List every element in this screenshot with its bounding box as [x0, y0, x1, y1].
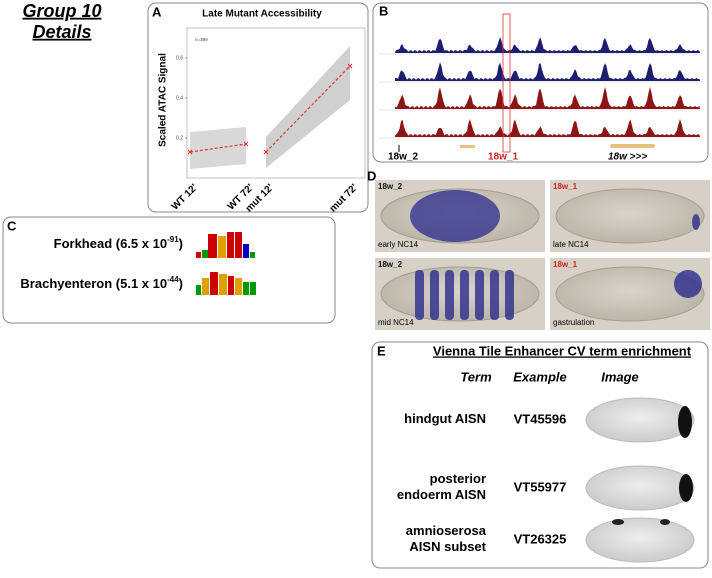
embryo — [555, 266, 705, 322]
motif-exponent: -44 — [167, 275, 179, 284]
stain — [505, 270, 514, 320]
enhancer-label: 18w_1 — [553, 182, 578, 191]
y-axis-label: Scaled ATAC Signal — [158, 53, 169, 147]
stain — [410, 190, 500, 242]
vt-stain — [660, 519, 670, 525]
signal-track — [395, 119, 700, 137]
column-header: Image — [601, 369, 639, 384]
annotation: n=399 — [195, 37, 208, 42]
term: amnioserosa AISN subset — [406, 523, 487, 554]
y-tick-label: 0.4 — [176, 95, 183, 101]
panel-label: A — [152, 4, 162, 19]
example-id: VT55977 — [514, 479, 567, 494]
stain — [415, 270, 424, 320]
motif-name: Forkhead (6.5 x 10 — [54, 236, 167, 251]
gene — [460, 145, 475, 148]
region-label: 18w_1 — [488, 152, 518, 163]
enhancer-label: 18w_2 — [378, 182, 403, 191]
signal-track — [395, 62, 700, 81]
term: hindgut AISN — [404, 411, 486, 426]
stage-label: gastrulation — [553, 318, 594, 327]
vt-stain — [678, 406, 692, 438]
mean-marker — [187, 149, 193, 155]
enhancer-label: 18w_2 — [378, 260, 403, 269]
stain — [430, 270, 439, 320]
y-tick-label: 0.2 — [176, 135, 183, 141]
enhancer-label: 18w_1 — [553, 260, 578, 269]
header-title: Details — [32, 22, 91, 42]
signal-track — [395, 37, 700, 53]
region-label: 18w_2 — [388, 152, 418, 163]
example-id: VT26325 — [514, 531, 567, 546]
motif-label: Forkhead (6.5 x 10-91) — [54, 235, 183, 251]
highlight-region — [502, 13, 511, 153]
motif-close: ) — [179, 236, 183, 251]
vt-image — [585, 517, 695, 563]
panel-label: D — [367, 168, 376, 183]
header-title: Group 10 — [22, 1, 101, 21]
stain — [490, 270, 499, 320]
stain — [674, 270, 702, 298]
trace-band — [190, 127, 246, 169]
vt-image — [585, 465, 695, 511]
stain — [445, 270, 454, 320]
embryo — [555, 188, 705, 244]
motif-name: Brachyenteron (5.1 x 10 — [20, 276, 167, 291]
panel-b — [372, 2, 709, 163]
panel-c — [2, 216, 336, 324]
motif-close: ) — [179, 276, 183, 291]
mean-marker — [263, 149, 269, 155]
stain — [692, 214, 700, 230]
table-title: Vienna Tile Enhancer CV term enrichment — [433, 343, 692, 358]
stain — [475, 270, 484, 320]
vt-stain — [679, 474, 693, 502]
vt-image — [585, 397, 695, 443]
example-id: VT45596 — [514, 411, 567, 426]
motif-logo — [196, 232, 255, 258]
panel-label: C — [7, 218, 17, 233]
motif-logo — [196, 272, 256, 295]
panel-label: B — [379, 3, 388, 18]
stage-label: early NC14 — [378, 240, 419, 249]
y-tick-label: 0.6 — [176, 55, 183, 61]
vt-stain — [612, 519, 624, 525]
mean-line — [189, 143, 247, 153]
mean-marker — [243, 141, 249, 147]
stain — [460, 270, 469, 320]
enrichment-table: Term Example Image hindgut AISN VT45596 poste… — [397, 369, 695, 563]
region-label: 18w >>> — [608, 152, 647, 163]
term: posterior endoerm AISN — [397, 471, 486, 502]
mean-line — [265, 65, 351, 153]
mean-marker — [347, 63, 353, 69]
chart-title: Late Mutant Accessibility — [202, 9, 322, 20]
column-header: Term — [460, 369, 492, 384]
panel-label: E — [377, 343, 386, 358]
motif-label: Brachyenteron (5.1 x 10-44) — [20, 275, 183, 291]
trace-band — [266, 46, 350, 168]
stage-label: late NC14 — [553, 240, 589, 249]
signal-track — [395, 87, 700, 109]
column-header: Example — [513, 369, 566, 384]
gene — [610, 144, 655, 148]
stage-label: mid NC14 — [378, 318, 414, 327]
browser-tracks — [378, 37, 704, 139]
motif-exponent: -91 — [167, 235, 179, 244]
